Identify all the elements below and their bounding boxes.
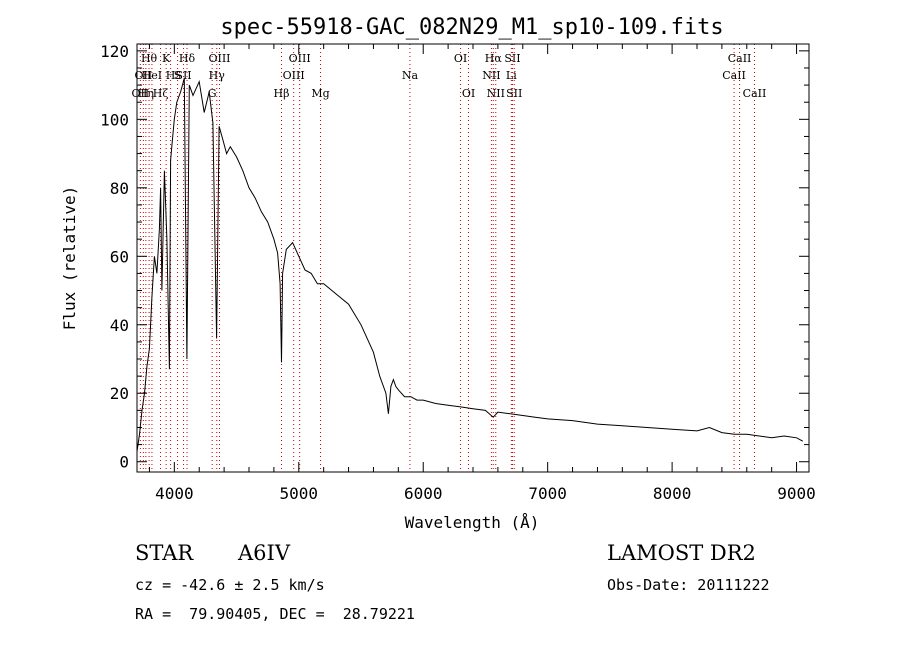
spectral-line-label: Hη <box>138 87 154 100</box>
observation-date: Obs-Date: 20111222 <box>607 576 770 594</box>
coordinates: RA = 79.90405, DEC = 28.79221 <box>135 605 415 623</box>
object-class: STAR <box>135 541 194 565</box>
spectral-line-label: OII <box>134 69 152 82</box>
spectral-line-label: Mg <box>311 87 329 100</box>
y-tick-label: 100 <box>100 110 129 129</box>
line-markers: OIIOIIHηHθHeIHζKHSSIIHδGHγOIIIHβOIIIOIII… <box>132 44 767 472</box>
spectral-line-label: SII <box>506 87 522 100</box>
spectral-line-label: HeI <box>142 69 162 82</box>
spectral-line-label: OIII <box>283 69 305 82</box>
y-tick-label: 80 <box>110 179 129 198</box>
spectral-line-label: Hθ <box>141 52 158 65</box>
spectral-line-label: G <box>208 87 217 100</box>
spectral-line-label: CaII <box>743 87 767 100</box>
x-axis: 4000 5000 6000 7000 8000 9000 <box>148 44 816 503</box>
spectral-line-label: Li <box>506 69 517 82</box>
spectral-line-label: Hγ <box>209 69 226 82</box>
y-tick-label: 60 <box>110 247 129 266</box>
y-tick-label: 20 <box>110 384 129 403</box>
spectral-line-label: Hζ <box>153 87 169 100</box>
x-tick-label: 7000 <box>528 484 567 503</box>
spectral-line-label: Hα <box>485 52 503 65</box>
spectral-line-label: CaII <box>728 52 752 65</box>
spectral-line-label: OIII <box>289 52 311 65</box>
spectrum-series <box>136 78 804 452</box>
spectral-line-label: OI <box>462 87 475 100</box>
spectral-line-label: OI <box>454 52 467 65</box>
x-axis-label: Wavelength (Å) <box>405 513 540 532</box>
spectral-line-label: OIII <box>208 52 230 65</box>
y-tick-label: 120 <box>100 42 129 61</box>
spectral-line-label: NII <box>482 69 500 82</box>
spectral-line-label: K <box>162 52 171 65</box>
spectral-line-label: S <box>174 69 182 82</box>
object-subclass: A6IV <box>238 541 290 565</box>
y-axis-label: Flux (relative) <box>60 186 79 331</box>
spectral-line-label: Na <box>402 69 419 82</box>
spectral-line-label: OII <box>132 87 150 100</box>
x-tick-label: 4000 <box>155 484 194 503</box>
spectral-line-label: Hβ <box>274 87 290 100</box>
y-axis: 0 20 40 60 80 100 120 <box>100 42 809 472</box>
x-tick-label: 5000 <box>280 484 319 503</box>
x-tick-label: 9000 <box>777 484 816 503</box>
spectral-line-label: H <box>166 69 176 82</box>
redshift-velocity: cz = -42.6 ± 2.5 km/s <box>135 576 325 594</box>
spectral-line-label: NII <box>487 87 505 100</box>
spectral-line-label: CaII <box>722 69 746 82</box>
x-tick-label: 8000 <box>653 484 692 503</box>
chart-title: spec-55918-GAC_082N29_M1_sp10-109.fits <box>220 15 723 40</box>
plot-frame <box>136 43 810 473</box>
spectral-line-label: SII <box>504 52 520 65</box>
y-tick-label: 40 <box>110 316 129 335</box>
spectral-line-label: Hδ <box>179 52 196 65</box>
y-tick-label: 0 <box>119 453 129 472</box>
survey-name: LAMOST DR2 <box>607 541 756 565</box>
x-tick-label: 6000 <box>404 484 443 503</box>
spectral-line-label: SII <box>175 69 191 82</box>
